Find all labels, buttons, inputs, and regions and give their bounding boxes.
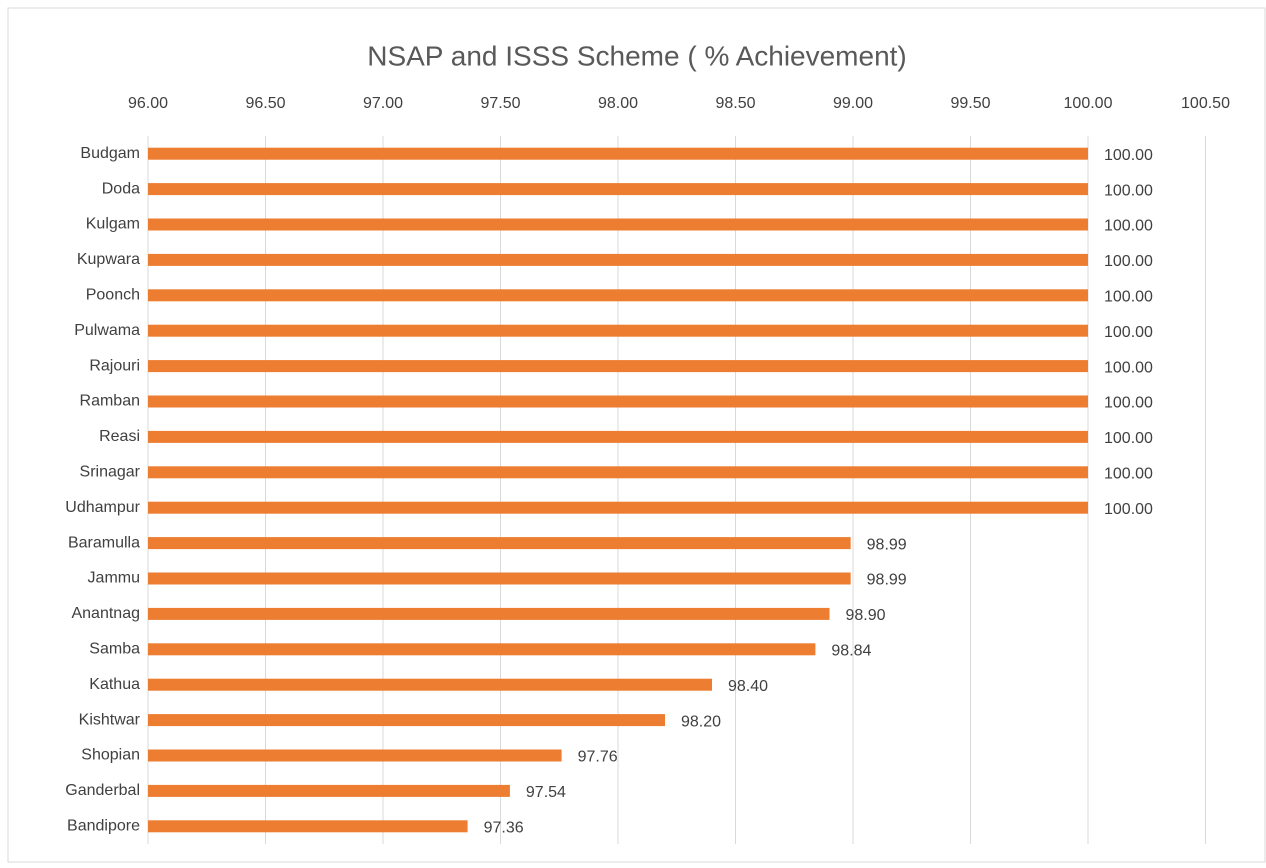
value-label: 100.00: [1104, 253, 1153, 270]
value-label: 100.00: [1104, 430, 1153, 447]
bar: [148, 395, 1088, 408]
x-tick-label: 96.00: [128, 95, 168, 112]
bar: [148, 253, 1088, 266]
bar: [148, 678, 712, 691]
x-tick-label: 96.50: [245, 95, 285, 112]
chart-title: NSAP and ISSS Scheme ( % Achievement): [367, 40, 907, 71]
bar: [148, 714, 665, 727]
x-tick-label: 97.00: [363, 95, 403, 112]
bar: [148, 537, 851, 550]
y-tick-label: Pulwama: [74, 322, 140, 339]
value-label: 98.99: [867, 572, 907, 589]
value-label: 98.99: [867, 536, 907, 553]
x-tick-label: 100.00: [1064, 95, 1113, 112]
value-label: 100.00: [1104, 324, 1153, 341]
y-tick-label: Shopian: [81, 747, 140, 764]
bar: [148, 572, 851, 585]
bar: [148, 749, 562, 762]
value-label: 98.40: [728, 678, 768, 695]
y-tick-label: Rajouri: [89, 357, 140, 374]
x-tick-label: 97.50: [480, 95, 520, 112]
value-label: 97.36: [484, 820, 524, 837]
x-tick-label: 99.00: [833, 95, 873, 112]
y-tick-label: Bandipore: [67, 818, 140, 835]
x-tick-label: 98.50: [715, 95, 755, 112]
value-label: 98.84: [831, 643, 871, 660]
bar: [148, 183, 1088, 196]
bar: [148, 643, 816, 656]
bar: [148, 430, 1088, 443]
value-label: 100.00: [1104, 182, 1153, 199]
bar: [148, 289, 1088, 302]
value-label: 100.00: [1104, 501, 1153, 518]
y-tick-label: Kishtwar: [79, 711, 141, 728]
value-label: 100.00: [1104, 359, 1153, 376]
value-label: 98.20: [681, 713, 721, 730]
bar: [148, 466, 1088, 479]
bar: [148, 147, 1088, 160]
value-label: 100.00: [1104, 395, 1153, 412]
y-tick-label: Ramban: [80, 393, 140, 410]
value-label: 100.00: [1104, 289, 1153, 306]
x-tick-label: 98.00: [598, 95, 638, 112]
y-tick-label: Srinagar: [80, 464, 141, 481]
bar: [148, 820, 468, 833]
y-tick-label: Kupwara: [77, 251, 140, 268]
y-tick-label: Ganderbal: [65, 782, 140, 799]
bar: [148, 784, 510, 797]
value-label: 100.00: [1104, 218, 1153, 235]
y-tick-label: Udhampur: [65, 499, 140, 516]
value-label: 97.54: [526, 784, 566, 801]
y-tick-label: Kulgam: [86, 216, 140, 233]
y-tick-label: Anantnag: [71, 605, 140, 622]
y-tick-label: Kathua: [89, 676, 140, 693]
x-tick-label: 99.50: [950, 95, 990, 112]
y-tick-label: Jammu: [88, 570, 140, 587]
bar: [148, 607, 830, 620]
bar: [148, 218, 1088, 231]
y-tick-label: Poonch: [86, 287, 140, 304]
bar: [148, 360, 1088, 373]
y-tick-label: Doda: [102, 180, 140, 197]
y-tick-label: Samba: [89, 641, 140, 658]
y-tick-label: Reasi: [99, 428, 140, 445]
value-label: 100.00: [1104, 147, 1153, 164]
x-tick-label: 100.50: [1181, 95, 1230, 112]
value-label: 100.00: [1104, 466, 1153, 483]
y-tick-label: Baramulla: [68, 534, 140, 551]
bar: [148, 324, 1088, 337]
value-label: 97.76: [578, 749, 618, 766]
bar: [148, 501, 1088, 514]
y-tick-label: Budgam: [80, 145, 140, 162]
value-label: 98.90: [846, 607, 886, 624]
